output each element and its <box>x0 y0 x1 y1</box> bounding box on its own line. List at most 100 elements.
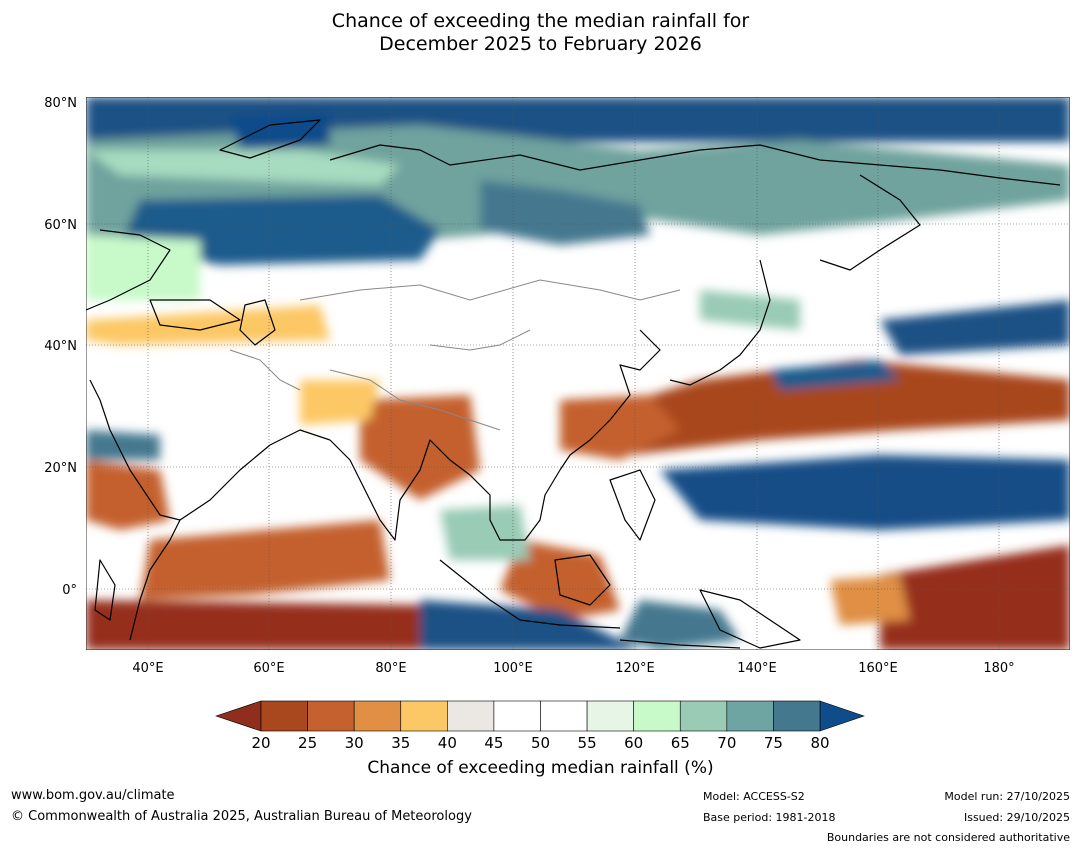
barents-wet <box>230 112 330 150</box>
probability-field <box>86 97 1070 650</box>
india-coast <box>329 439 471 541</box>
colorbar-cell <box>773 700 821 732</box>
lon-label-60: 60°E <box>253 661 284 676</box>
caspian-coast <box>239 299 276 346</box>
colorbar-cell <box>540 700 588 732</box>
europe-light <box>86 235 200 300</box>
bay-light <box>440 505 530 560</box>
mongolia-border <box>429 329 531 351</box>
colorbar-tick-label: 40 <box>438 734 457 752</box>
colorbar: 20 25 30 35 40 45 50 55 60 65 70 75 80 <box>215 700 865 752</box>
model-text: Model: ACCESS-S2 <box>703 790 805 803</box>
japan-coast <box>669 259 771 386</box>
black-sea-coast <box>149 299 241 331</box>
timor-wet <box>620 600 740 650</box>
borneo-coast <box>554 554 611 606</box>
philippines-coast <box>609 469 656 541</box>
north-pacific-wet <box>770 360 900 390</box>
lat-label-40: 40°N <box>44 339 77 354</box>
russia-south-border <box>299 279 681 301</box>
chart-title: Chance of exceeding the median rainfall … <box>0 10 1081 56</box>
colorbar-tick-label: 55 <box>578 734 597 752</box>
lon-label-180: 180° <box>983 661 1014 676</box>
base-period-text: Base period: 1981-2018 <box>703 811 836 824</box>
sumatra-java-coast <box>439 559 621 629</box>
colorbar-cell <box>493 700 541 732</box>
indonesia-south-wet <box>420 600 640 650</box>
madagascar-coast <box>94 559 116 621</box>
model-run-text: Model run: 27/10/2025 <box>944 790 1070 803</box>
colorbar-tick-label: 60 <box>624 734 643 752</box>
china-east-coast <box>559 329 661 471</box>
australia-north-coast <box>619 639 741 649</box>
lon-label-40: 40°E <box>132 661 163 676</box>
longitude-labels: 40°E 60°E 80°E 100°E 120°E 140°E 160°E 1… <box>132 661 1014 676</box>
lon-label-80: 80°E <box>375 661 406 676</box>
colorbar-tick-label: 80 <box>810 734 829 752</box>
colorbar-cell <box>260 700 308 732</box>
south-indian-ocean-dry <box>86 600 420 650</box>
colorbar-cell <box>679 700 728 732</box>
colorbar-cell <box>447 700 495 732</box>
tropical-pacific-wet <box>660 455 1070 530</box>
lat-label-80: 80°N <box>44 96 77 111</box>
lon-label-140: 140°E <box>737 661 777 676</box>
kamchatka-coast <box>819 174 921 271</box>
pacific-north-wet <box>880 300 1070 355</box>
japan-north-light <box>700 290 800 330</box>
coastlines <box>86 119 1061 649</box>
siberia-wet <box>480 180 650 245</box>
colorbar-cell <box>726 700 774 732</box>
issued-text: Issued: 29/10/2025 <box>963 811 1070 824</box>
south-pacific-dry <box>880 545 1070 650</box>
west-tropical-wet <box>86 430 160 460</box>
colorbar-tick-label: 75 <box>764 734 783 752</box>
southern-china-dry <box>560 395 680 460</box>
colorbar-high-arrow <box>819 700 865 732</box>
himalaya-border <box>329 369 501 431</box>
lat-label-0: 0° <box>62 583 77 598</box>
title-line-1: Chance of exceeding the median rainfall … <box>331 10 750 32</box>
title-line-2: December 2025 to February 2026 <box>379 33 702 55</box>
indochina-coast <box>469 469 561 541</box>
colorbar-tick-label: 50 <box>531 734 550 752</box>
copyright-text: © Commonwealth of Australia 2025, Austra… <box>11 809 472 824</box>
colorbar-cell <box>400 700 448 732</box>
colorbar-tick-label: 35 <box>391 734 410 752</box>
new-guinea-coast <box>699 589 801 649</box>
lat-label-60: 60°N <box>44 218 77 233</box>
arctic-coast <box>329 144 1061 186</box>
colorbar-tick-label: 20 <box>251 734 270 752</box>
colorbar-cell <box>633 700 681 732</box>
colorbar-tick-label: 45 <box>484 734 503 752</box>
colorbar-tick-label: 65 <box>671 734 690 752</box>
india-dry <box>360 395 480 500</box>
colorbar-title: Chance of exceeding median rainfall (%) <box>367 758 714 778</box>
lon-label-160: 160°E <box>858 661 898 676</box>
disclaimer-text: Boundaries are not considered authoritat… <box>826 831 1070 844</box>
colorbar-tick-label: 30 <box>345 734 364 752</box>
graticule <box>86 97 1070 650</box>
lon-label-120: 120°E <box>615 661 655 676</box>
map-area <box>86 97 1070 650</box>
colorbar-low-arrow <box>215 700 262 732</box>
novaya-zemlya-coast <box>219 119 321 159</box>
colorbar-cell <box>586 700 634 732</box>
colorbar-tick-label: 70 <box>717 734 736 752</box>
subtropical-pacific-dry <box>570 360 1070 455</box>
iran-border <box>229 349 301 391</box>
north-light-band <box>86 150 400 185</box>
website-link[interactable]: www.bom.gov.au/climate <box>11 788 175 803</box>
colorbar-cell <box>353 700 402 732</box>
south-pacific-edge <box>830 575 910 625</box>
latitude-labels: 80°N 60°N 40°N 20°N 0° <box>44 96 77 598</box>
europe-coast <box>86 229 171 311</box>
east-africa-coast <box>129 519 181 641</box>
pakistan-dry <box>300 380 380 425</box>
lon-label-100: 100°E <box>493 661 533 676</box>
indian-ocean-dry <box>140 520 390 600</box>
colorbar-cell <box>307 700 355 732</box>
boundaries <box>229 279 681 431</box>
lat-label-20: 20°N <box>44 461 77 476</box>
